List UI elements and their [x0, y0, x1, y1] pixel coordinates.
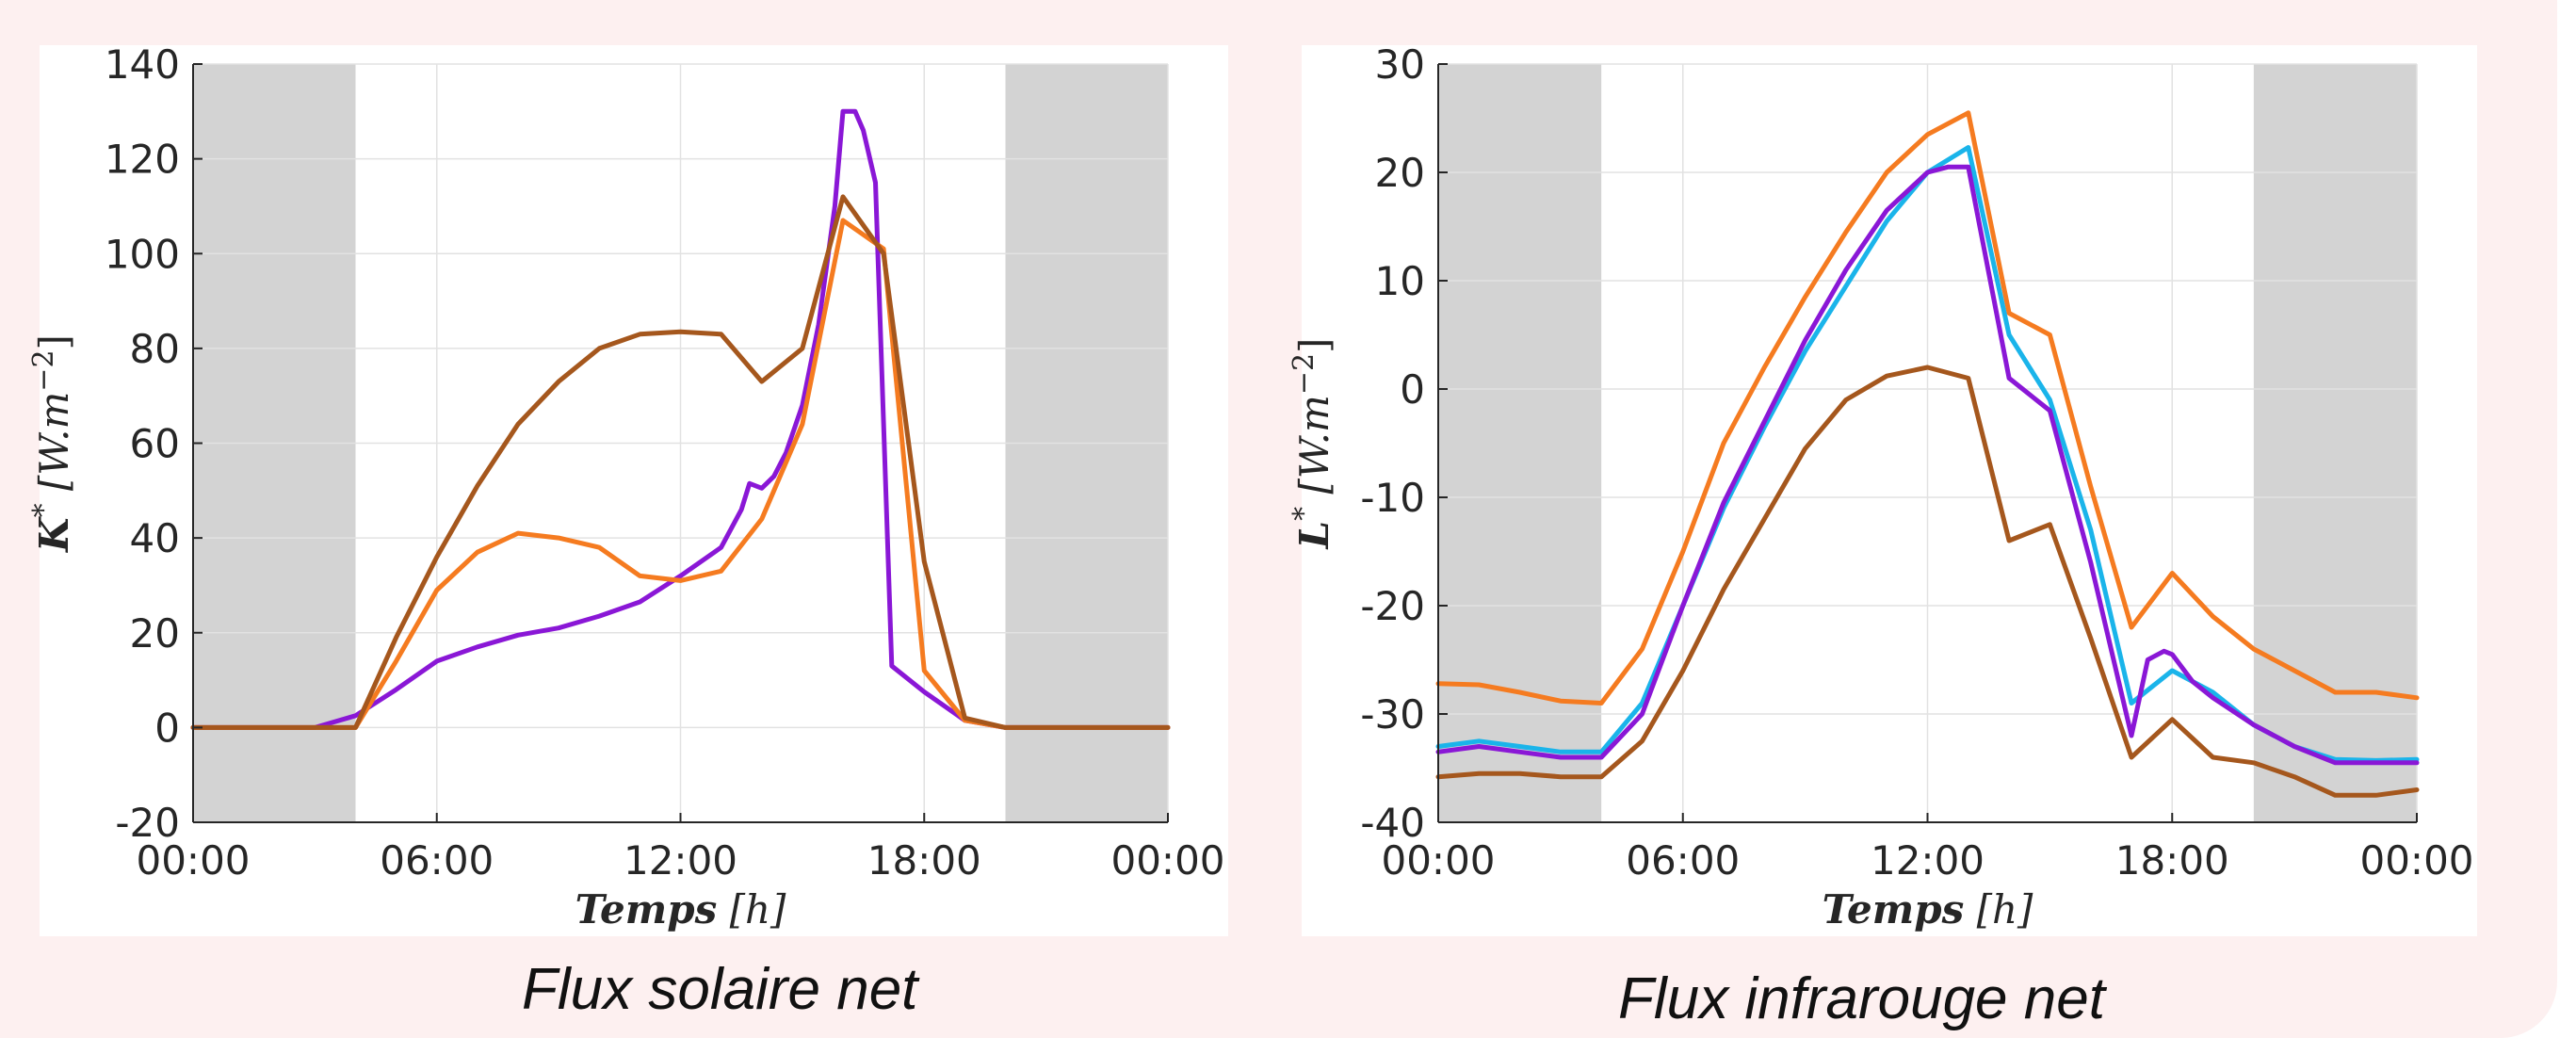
y-axis-label: L* [W.m−2]: [1288, 338, 1337, 550]
y-tick-label: -30: [1360, 691, 1425, 738]
x-tick-label: 12:00: [1871, 837, 1985, 884]
x-tick-label: 18:00: [2115, 837, 2229, 884]
y-tick-label: 20: [1375, 150, 1425, 196]
x-axis-label: Temps [h]: [1823, 886, 2033, 933]
y-tick-label: 30: [1375, 41, 1425, 88]
y-tick-label: 60: [130, 421, 180, 467]
y-tick-label: 100: [105, 231, 180, 277]
y-tick-label: 0: [1400, 366, 1425, 413]
y-tick-label: 20: [130, 610, 180, 657]
x-tick-label: 06:00: [1626, 837, 1740, 884]
x-tick-label: 00:00: [1110, 837, 1224, 884]
y-tick-label: -20: [1360, 583, 1425, 629]
night-band: [1438, 64, 1602, 822]
series-line: [190, 218, 1171, 730]
y-tick-label: 80: [130, 326, 180, 372]
y-axis-label: K* [W.m−2]: [27, 334, 77, 553]
left-panel-caption: Flux solaire net: [522, 957, 918, 1022]
right-panel-caption: Flux infrarouge net: [1618, 966, 2105, 1031]
series-line: [1435, 110, 2420, 706]
x-tick-label: 00:00: [1381, 837, 1495, 884]
y-tick-label: 40: [130, 515, 180, 561]
y-tick-label: 120: [105, 137, 180, 183]
series-line: [190, 194, 1171, 730]
x-tick-label: 06:00: [380, 837, 494, 884]
night-band: [2253, 64, 2417, 822]
x-tick-label: 12:00: [624, 837, 737, 884]
x-tick-label: 00:00: [136, 837, 250, 884]
x-axis-label: Temps [h]: [575, 886, 786, 933]
series-line: [1435, 365, 2420, 798]
series-line: [1435, 164, 2420, 766]
y-tick-label: 0: [154, 705, 180, 751]
y-tick-label: 10: [1375, 258, 1425, 304]
x-tick-label: 00:00: [2359, 837, 2473, 884]
y-tick-label: -40: [1360, 800, 1425, 846]
y-tick-label: -20: [115, 800, 180, 846]
x-tick-label: 18:00: [867, 837, 981, 884]
y-tick-label: -10: [1360, 475, 1425, 521]
y-tick-label: 140: [105, 41, 180, 88]
series-line: [190, 108, 1171, 730]
